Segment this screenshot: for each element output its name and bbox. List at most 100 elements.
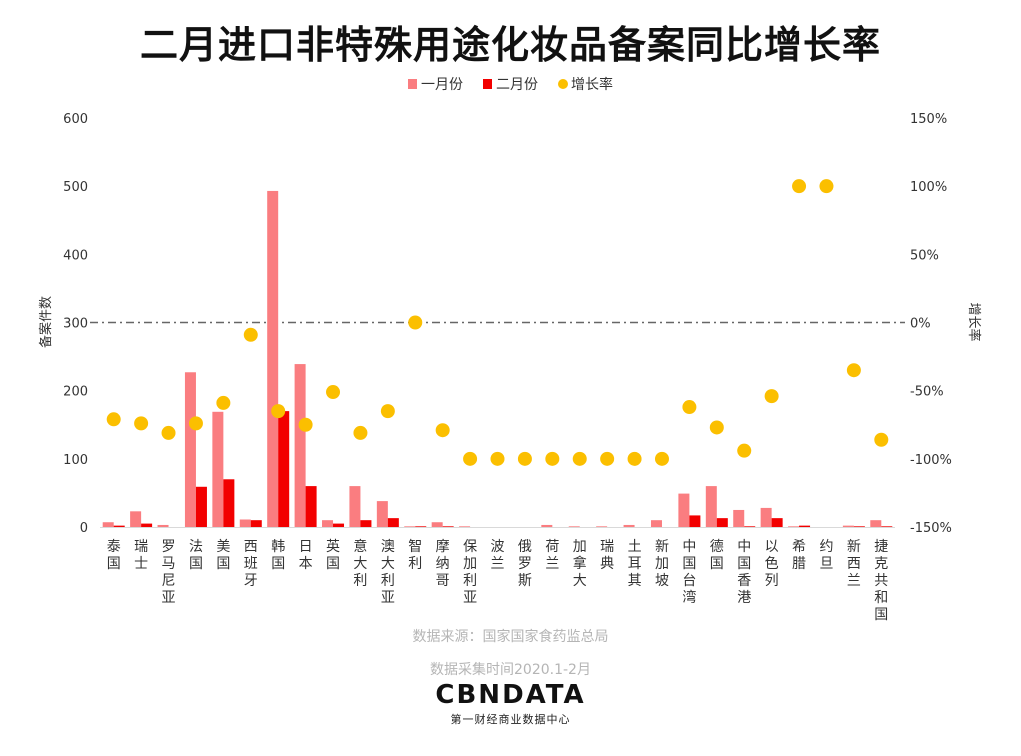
bar-jan (870, 520, 882, 527)
legend-swatch (483, 79, 492, 89)
growth-point (216, 395, 231, 410)
bar-jan (541, 524, 553, 527)
bar-feb (250, 520, 262, 527)
x-tick-label: 韩国 (271, 539, 285, 572)
x-tick-label: 日本 (299, 539, 313, 572)
x-tick-label: 新西兰 (847, 539, 861, 589)
x-tick-label: 以色列 (765, 539, 779, 589)
x-tick-label: 泰国 (107, 539, 121, 572)
y2-tick-label: -150% (910, 521, 952, 536)
y-tick-label: 200 (63, 385, 88, 400)
y2-axis-title: 增长率 (966, 302, 982, 341)
y2-tick-label: -100% (910, 453, 952, 468)
growth-point (161, 425, 176, 440)
bar-jan (239, 519, 251, 527)
bar-feb (881, 526, 893, 527)
x-tick-label: 捷克共和国 (874, 539, 888, 623)
growth-point (874, 432, 889, 447)
bar-feb (716, 518, 728, 527)
growth-point (709, 420, 724, 435)
bar-jan (650, 520, 662, 527)
legend-swatch (558, 79, 568, 89)
x-tick-label: 俄罗斯 (518, 539, 532, 589)
bar-feb (415, 526, 427, 527)
growth-point (627, 451, 642, 466)
bar-jan (705, 486, 717, 527)
x-tick-label: 加拿大 (573, 539, 587, 589)
y-tick-label: 0 (80, 521, 88, 536)
bar-jan (184, 372, 196, 527)
x-tick-label: 中国台湾 (682, 539, 696, 606)
bar-feb (223, 479, 235, 527)
bar-feb (360, 520, 372, 527)
period-note: 数据采集时间2020.1-2月 (430, 662, 591, 678)
y-tick-label: 400 (63, 248, 88, 263)
x-tick-label: 智利 (408, 539, 422, 572)
y2-tick-label: 0% (910, 317, 931, 332)
growth-point (380, 404, 395, 419)
logo-subtitle: 第一财经商业数据中心 (450, 713, 571, 726)
bar-jan (596, 526, 608, 527)
bar-jan (788, 526, 800, 527)
x-tick-label: 罗马尼亚 (162, 539, 176, 606)
growth-point (435, 423, 450, 438)
x-tick-label: 法国 (189, 539, 203, 572)
x-tick-label: 希腊 (792, 539, 806, 572)
source-note: 数据来源：国家国家食药监总局 (412, 629, 609, 645)
chart-title: 二月进口非特殊用途化妆品备案同比增长率 (139, 23, 881, 67)
x-tick-label: 约旦 (819, 539, 833, 572)
x-tick-label: 英国 (326, 538, 340, 572)
growth-point (792, 179, 807, 194)
bar-jan (459, 526, 471, 527)
bar-jan (349, 486, 361, 527)
y2-tick-label: 50% (910, 248, 939, 263)
bar-jan (404, 526, 416, 527)
growth-point (271, 404, 286, 419)
growth-point (463, 451, 478, 466)
x-tick-label: 西班牙 (244, 539, 258, 589)
bar-feb (195, 486, 207, 527)
growth-point (682, 400, 697, 415)
growth-point (243, 327, 258, 342)
bar-jan (102, 522, 114, 527)
growth-point (572, 451, 587, 466)
bar-feb (305, 486, 317, 527)
legend-label: 二月份 (496, 77, 538, 93)
bar-feb (278, 411, 290, 527)
x-tick-label: 波兰 (491, 539, 505, 572)
growth-point (600, 451, 615, 466)
legend-label: 一月份 (421, 77, 463, 93)
bar-jan (130, 511, 142, 527)
bar-jan (157, 524, 169, 527)
growth-point (298, 417, 313, 432)
legend-label: 增长率 (571, 76, 613, 93)
bar-jan (294, 364, 306, 527)
bar-jan (623, 524, 635, 527)
bar-jan (322, 520, 334, 527)
bar-feb (333, 523, 345, 527)
x-tick-label: 荷兰 (545, 539, 559, 572)
x-tick-label: 摩纳哥 (436, 538, 450, 589)
bar-feb (689, 515, 701, 527)
bar-feb (387, 518, 399, 527)
y2-tick-label: 100% (910, 180, 947, 195)
x-tick-label: 瑞士 (134, 539, 148, 572)
growth-point (188, 416, 203, 431)
growth-point (545, 451, 560, 466)
x-tick-label: 瑞典 (600, 539, 614, 572)
bar-jan (431, 522, 443, 527)
x-tick-label: 中国香港 (737, 539, 751, 606)
bar-jan (760, 507, 772, 527)
y2-tick-label: 150% (910, 112, 947, 127)
cbndata-logo: CBNDATA (435, 680, 586, 710)
bar-feb (113, 525, 125, 527)
legend-swatch (408, 79, 417, 89)
growth-point (490, 451, 505, 466)
growth-point (737, 443, 752, 458)
growth-point (846, 363, 861, 378)
x-tick-label: 土耳其 (628, 539, 642, 589)
y-tick-label: 100 (63, 453, 88, 468)
growth-point (353, 425, 368, 440)
x-tick-label: 意大利 (353, 538, 367, 589)
y-axis-title: 备案件数 (38, 296, 54, 348)
